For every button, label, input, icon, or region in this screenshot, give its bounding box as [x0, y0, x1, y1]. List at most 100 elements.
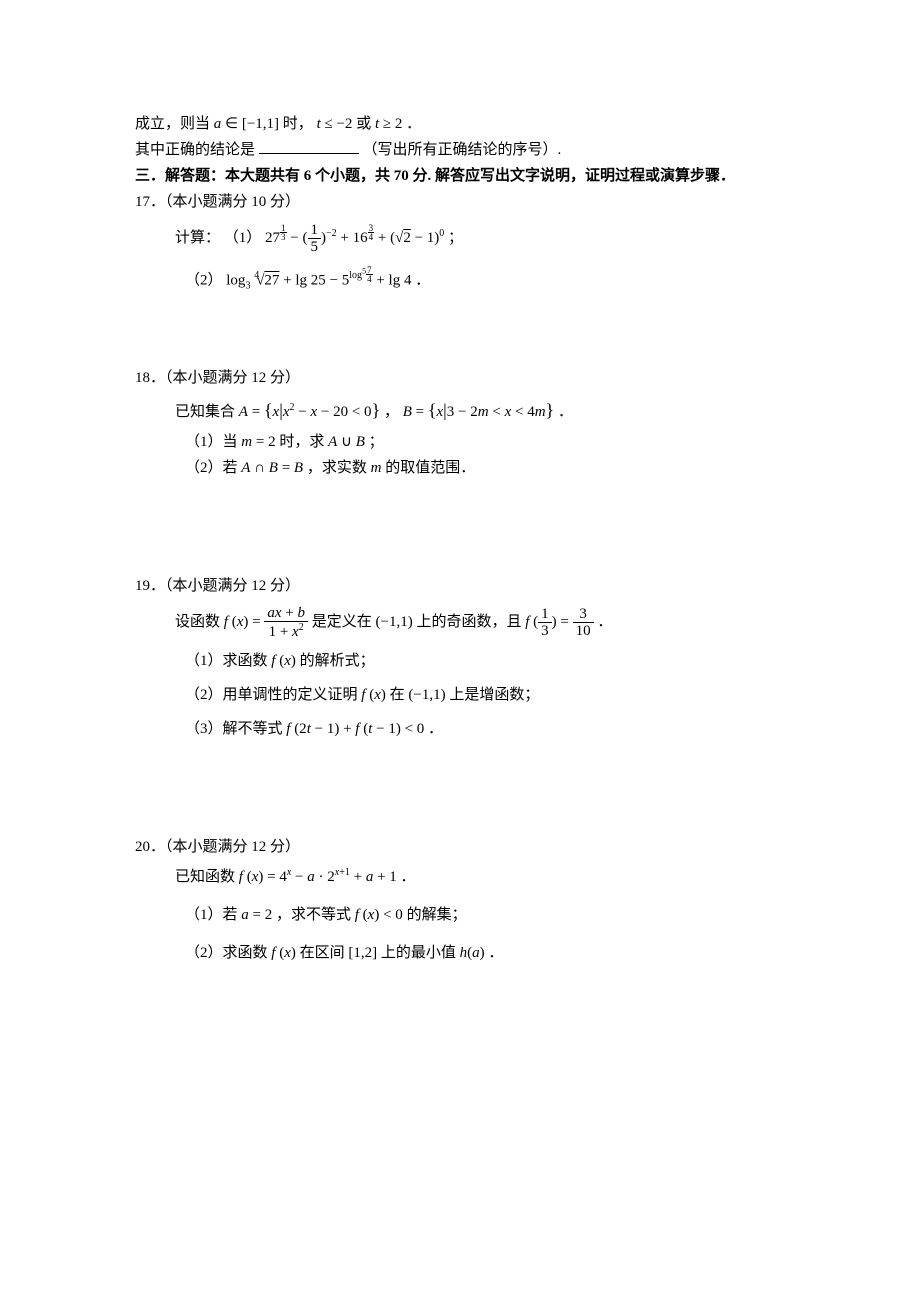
text: 的取值范围． — [385, 460, 475, 476]
math-set-B: B — [403, 404, 412, 420]
brace — [264, 404, 273, 420]
text: 上是增函数； — [449, 687, 539, 703]
exponent-log: log5 — [349, 270, 366, 281]
q18-header: 18．（本小题满分 12 分） — [135, 366, 785, 390]
exponent-frac: 13 — [280, 224, 287, 241]
text: 是定义在 — [312, 614, 372, 630]
math-interval: [1,2] — [348, 945, 377, 961]
spacer — [135, 482, 785, 572]
spacer — [135, 743, 785, 833]
math-var: m — [478, 404, 489, 420]
math-var: a — [307, 869, 315, 885]
text: 或 — [356, 116, 371, 132]
math-op: ) = — [552, 614, 573, 630]
frac-arg: 13 — [538, 606, 552, 640]
text: 18．（本小题满分 12 分） — [135, 370, 300, 386]
math-expr: B — [294, 460, 307, 476]
math-op: ) — [381, 687, 390, 703]
text: 已知函数 — [175, 869, 235, 885]
exponent-frac: 34 — [368, 224, 375, 241]
q18-intro: 已知集合 A = x|x2 − x − 20 < 0 ， B = x|3 − 2… — [135, 392, 785, 428]
math-op: = — [248, 404, 264, 420]
math-op: = 2 — [252, 434, 279, 450]
text: 17．（本小题满分 10 分） — [135, 194, 300, 210]
spacer — [135, 304, 785, 364]
text: ． — [558, 404, 573, 420]
text: ，求不等式 — [276, 907, 351, 923]
math-var: x — [374, 687, 381, 703]
text: ， — [384, 404, 399, 420]
text: 的解析式； — [300, 653, 375, 669]
math-fx: f — [271, 945, 279, 961]
sqrt: √2 — [395, 230, 411, 246]
math-expr: ∈ [−1,1] — [221, 116, 279, 132]
section-3-heading: 三．解答题：本大题共有 6 个小题，共 70 分. 解答应写出文字说明，证明过程… — [135, 164, 785, 188]
exponent: 0 — [439, 228, 444, 239]
fill-blank — [259, 138, 359, 154]
brace — [428, 404, 437, 420]
math-fx: f — [239, 869, 247, 885]
q17-header: 17．（本小题满分 10 分） — [135, 190, 785, 214]
label: （1）当 — [185, 434, 238, 450]
math-var: m — [535, 404, 546, 420]
label: （1）求函数 — [185, 653, 268, 669]
exponent: x+1 — [335, 867, 350, 878]
q19-header: 19．（本小题满分 12 分） — [135, 574, 785, 598]
text: 时，求 — [279, 434, 324, 450]
label: （2）求函数 — [185, 945, 268, 961]
continuation-line-1: 成立，则当 a ∈ [−1,1] 时， t ≤ −2 或 t ≥ 2 ． — [135, 112, 785, 136]
math-var: x — [284, 945, 291, 961]
text: 上的奇函数，且 — [416, 614, 521, 630]
math-var: m — [241, 434, 252, 450]
math-op: + — [354, 869, 366, 885]
q19-intro: 设函数 f (x) = ax + b 1 + x2 是定义在 (−1,1) 上的… — [135, 604, 785, 641]
text: 在区间 — [300, 945, 345, 961]
text: ，求实数 — [307, 460, 367, 476]
exponent: −2 — [326, 228, 337, 239]
cup-icon: ∪ — [337, 434, 355, 450]
heading-text: 三．解答题：本大题共有 6 个小题，共 70 分. 解答应写出文字说明，证明过程… — [135, 168, 735, 184]
math-var: x — [284, 653, 291, 669]
text: 19．（本小题满分 12 分） — [135, 578, 300, 594]
text: ； — [448, 230, 463, 246]
document-page: 成立，则当 a ∈ [−1,1] 时， t ≤ −2 或 t ≥ 2 ． 其中正… — [0, 0, 920, 1302]
math-op: = 2 — [249, 907, 276, 923]
text: 设函数 — [175, 614, 220, 630]
text: ． — [406, 116, 421, 132]
math-op: + 1 — [373, 869, 400, 885]
text: ． — [401, 869, 416, 885]
math-expr: A — [328, 434, 337, 450]
math-op: ) — [291, 653, 300, 669]
text: 已知集合 — [175, 404, 235, 420]
q17-part2: （2） log3 4√27 + lg 25 − 5log574 + lg 4 ． — [135, 262, 785, 298]
math-op: ) = 4 — [258, 869, 286, 885]
math-op: + 16 — [340, 230, 367, 246]
math-f: f — [355, 721, 363, 737]
sqrt: √27 — [256, 272, 279, 288]
q20-intro: 已知函数 f (x) = 4x − a · 2x+1 + a + 1 ． — [135, 865, 785, 889]
brace — [546, 404, 555, 420]
frac-rhs: 310 — [573, 606, 594, 640]
text: 的解集； — [407, 907, 467, 923]
math-fx: f — [361, 687, 369, 703]
math-log: log — [226, 272, 245, 288]
q18-part1: （1）当 m = 2 时，求 A ∪ B ； — [135, 430, 785, 454]
text: 成立，则当 — [135, 116, 210, 132]
text: ． — [415, 272, 430, 288]
text: ； — [369, 434, 384, 450]
q19-part2: （2）用单调性的定义证明 f (x) 在 (−1,1) 上是增函数； — [135, 683, 785, 707]
math-fx: f — [355, 907, 363, 923]
label: （2） — [185, 272, 223, 288]
log-base: 3 — [245, 280, 250, 291]
math-var: x — [283, 404, 290, 420]
math-fx: f — [224, 614, 232, 630]
math-op: 3 − 2 — [447, 404, 478, 420]
math-fx: f — [271, 653, 279, 669]
text: 上的最小值 — [381, 945, 456, 961]
math-set-A: A — [239, 404, 248, 420]
math-var: m — [371, 460, 386, 476]
frac: ax + b 1 + x2 — [264, 605, 308, 641]
math-expr: ≥ 2 — [379, 116, 406, 132]
math-expr: ≤ −2 — [321, 116, 356, 132]
continuation-line-2: 其中正确的结论是 （写出所有正确结论的序号）. — [135, 138, 785, 162]
